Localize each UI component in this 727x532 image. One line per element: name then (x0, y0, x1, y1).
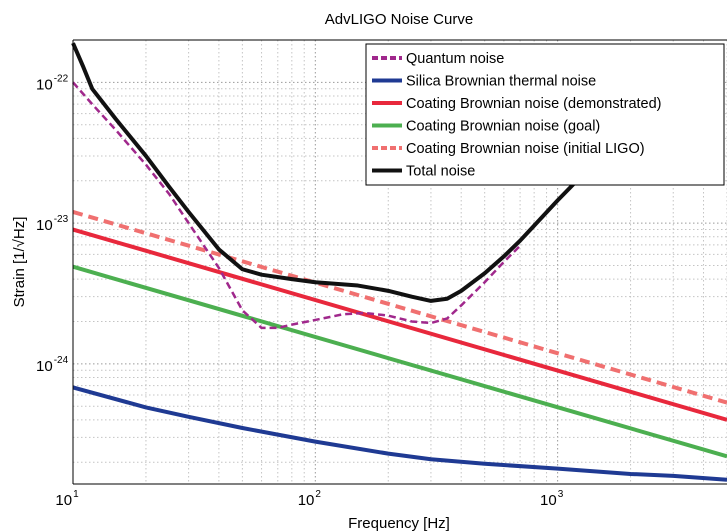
y-tick-label: 10-23 (36, 214, 69, 234)
y-axis-ticks: 10-24 10-23 10-22 (36, 73, 69, 374)
plot-frame (72, 39, 727, 485)
series-line-quantum-noise (72, 81, 521, 330)
x-tick-label: 101 (55, 489, 79, 509)
series-line-coating-brownian-noise-initial-ligo (72, 210, 727, 405)
legend-box (365, 43, 725, 186)
series-line-coating-brownian-noise-goal (72, 264, 727, 459)
series-layer (71, 42, 727, 482)
series-line-silica-brownian-thermal-noise (72, 385, 727, 482)
legend-label: Coating Brownian noise (demonstrated) (406, 96, 662, 112)
y-axis-label: Strain [1/√Hz] (11, 217, 28, 308)
y-tick-label: 10-24 (36, 355, 69, 375)
chart-title: AdvLIGO Noise Curve (325, 11, 473, 28)
x-axis-ticks: 101 102 103 (55, 489, 563, 509)
series-line-coating-brownian-noise-demonstrated (72, 227, 727, 422)
legend-label: Silica Brownian thermal noise (406, 74, 596, 90)
legend-label: Coating Brownian noise (goal) (406, 119, 600, 135)
legend-label: Quantum noise (406, 51, 504, 67)
x-tick-label: 103 (540, 489, 564, 509)
legend-label: Coating Brownian noise (initial LIGO) (406, 141, 645, 157)
series-line-total-noise (71, 42, 579, 303)
x-axis-label: Frequency [Hz] (348, 515, 450, 532)
legend-label: Total noise (406, 164, 475, 180)
legend: Quantum noise Silica Brownian thermal noi… (365, 43, 725, 186)
x-tick-label: 102 (298, 489, 322, 509)
y-tick-label: 10-22 (36, 73, 69, 93)
